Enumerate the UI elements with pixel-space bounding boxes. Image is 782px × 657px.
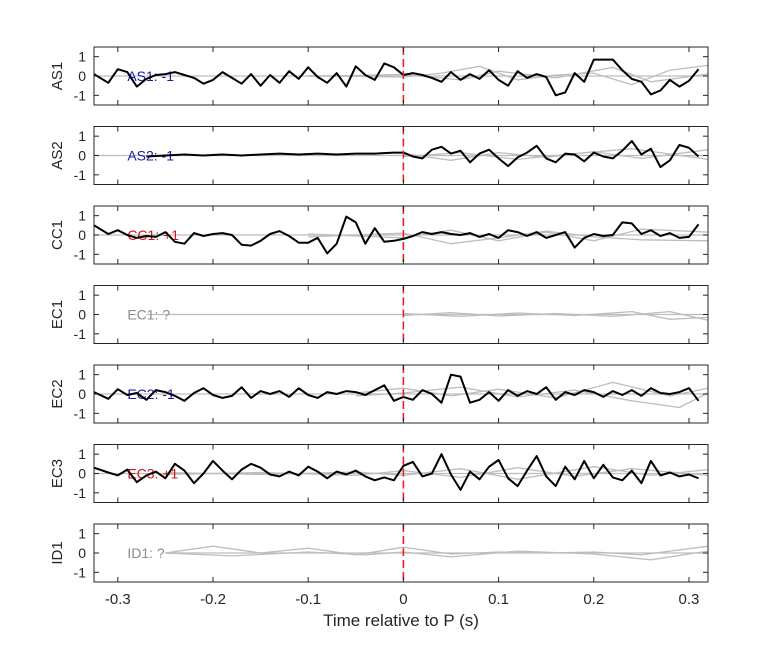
y-axis-label: AS1	[49, 62, 66, 90]
y-tick-label: 1	[78, 128, 86, 144]
panel-id1: ID1: ? -1 0 1 ID1	[49, 523, 709, 583]
x-tick-label: -0.1	[295, 591, 321, 608]
y-axis-label: AS2	[49, 141, 66, 169]
y-tick-label: -1	[74, 485, 87, 501]
panel-annotation: ID1: ?	[127, 545, 165, 561]
y-tick-label: 0	[78, 545, 86, 561]
background-trace-3	[403, 148, 709, 161]
x-axis-label: Time relative to P (s)	[323, 611, 479, 630]
y-tick-label: 0	[78, 148, 86, 164]
y-tick-label: 1	[78, 287, 86, 303]
y-tick-label: -1	[74, 326, 87, 342]
data-trace	[146, 140, 700, 169]
background-trace-3	[403, 310, 709, 321]
y-tick-label: 0	[78, 68, 86, 84]
x-tick-label: 0.3	[679, 591, 700, 608]
x-tick-label: -0.3	[105, 591, 131, 608]
y-tick-label: 1	[78, 526, 86, 542]
x-tick-label: 0.2	[583, 591, 604, 608]
panel-as1: AS1: -1 -1 0 1 AS1	[49, 46, 709, 106]
background-trace-2	[165, 545, 709, 556]
y-axis-label: EC1	[49, 300, 66, 329]
panel-annotation: AS1: -1	[127, 68, 174, 84]
y-axis-label: EC3	[49, 459, 66, 488]
background-trace-3	[308, 66, 709, 83]
y-tick-label: 1	[78, 367, 86, 383]
panel-annotation: EC1: ?	[127, 307, 170, 323]
x-tick-label: 0	[399, 591, 407, 608]
data-trace	[93, 215, 700, 255]
background-trace-3	[355, 386, 709, 409]
y-tick-label: -1	[74, 564, 87, 580]
background-trace-2	[403, 310, 709, 320]
y-tick-label: -1	[74, 246, 87, 262]
x-tick-label: -0.2	[200, 591, 226, 608]
y-tick-label: 1	[78, 208, 86, 224]
data-trace	[93, 373, 700, 404]
y-axis-label: CC1	[49, 220, 66, 250]
panel-cc1: CC1: +1 -1 0 1 CC1	[49, 205, 709, 265]
x-axis: -0.3 -0.2 -0.1 0 0.1 0.2 0.3	[105, 591, 700, 608]
x-tick-label: 0.1	[488, 591, 509, 608]
y-axis-label: ID1	[49, 541, 66, 564]
y-tick-label: 0	[78, 227, 86, 243]
data-trace	[93, 453, 699, 491]
y-tick-label: -1	[74, 167, 87, 183]
y-tick-label: 1	[78, 49, 86, 65]
y-tick-label: 1	[78, 446, 86, 462]
panel-annotation: CC1: +1	[127, 227, 179, 243]
y-tick-label: -1	[74, 405, 87, 421]
background-trace-3	[165, 550, 709, 561]
y-axis-label: EC2	[49, 379, 66, 408]
y-tick-label: 0	[78, 386, 86, 402]
data-trace	[93, 58, 700, 97]
y-tick-label: -1	[74, 87, 87, 103]
y-tick-label: 0	[78, 307, 86, 323]
panel-ec1: EC1: ? -1 0 1 EC1	[49, 285, 709, 344]
y-tick-label: 0	[78, 466, 86, 482]
